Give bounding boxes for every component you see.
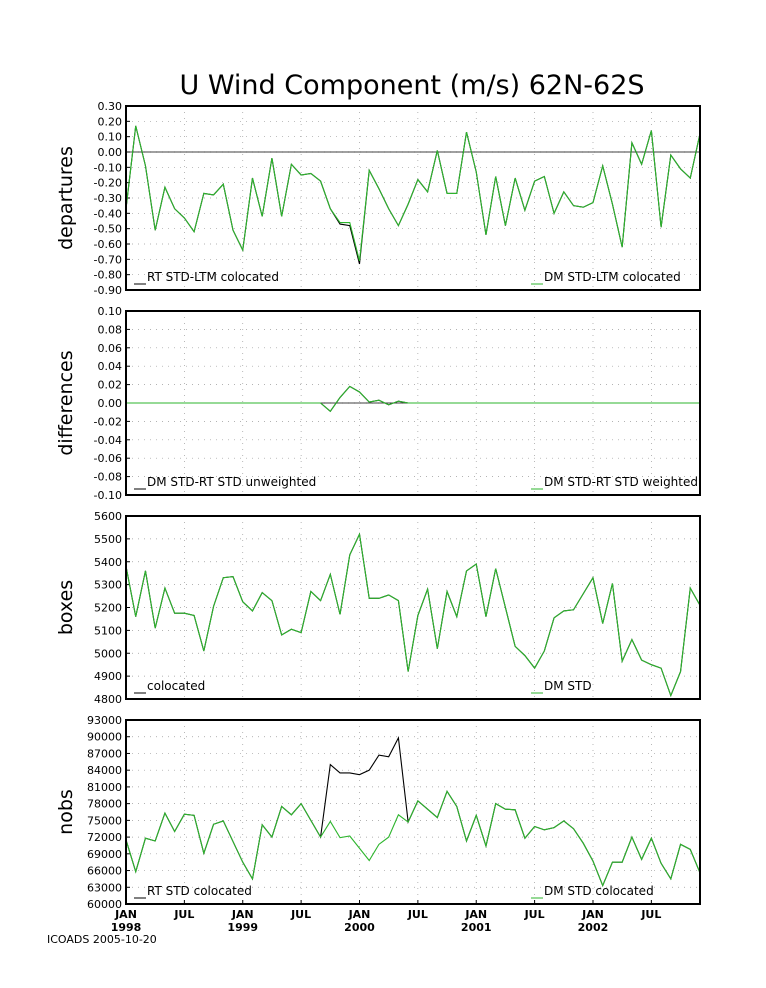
y-tick-label: 72000 xyxy=(87,831,122,844)
y-tick-label: 0.30 xyxy=(98,100,123,113)
panel-frame xyxy=(125,515,701,700)
y-tick-label: -0.70 xyxy=(94,253,122,266)
legend-label-dm: DM STD xyxy=(544,679,592,693)
y-tick-label: 75000 xyxy=(87,814,122,827)
y-tick-label: 84000 xyxy=(87,764,122,777)
y-tick-label: -0.20 xyxy=(94,177,122,190)
panel-nobs: 60000 63000 66000 69000 72000 75000 78000 81000… xyxy=(55,714,701,911)
series-line-dm xyxy=(126,385,700,413)
y-tick-label: 0.10 xyxy=(98,131,123,144)
y-tick-label: 93000 xyxy=(87,714,122,727)
x-tick-label: JAN xyxy=(114,908,137,921)
y-tick-label: 63000 xyxy=(87,881,122,894)
legend-label-dm: DM STD-LTM colocated xyxy=(544,270,681,284)
y-tick-label: -0.10 xyxy=(94,489,122,502)
y-tick-label: 5400 xyxy=(94,556,122,569)
series-line-dm xyxy=(125,532,701,698)
y-tick-label: -0.30 xyxy=(94,192,122,205)
y-tick-label: 5000 xyxy=(94,647,122,660)
x-year-label: 2002 xyxy=(578,921,609,934)
x-year-label: 1999 xyxy=(227,921,258,934)
legend-label-rt: RT STD colocated xyxy=(147,884,252,898)
y-tick-label: -0.10 xyxy=(94,161,122,174)
y-tick-label: 78000 xyxy=(87,798,122,811)
panel-frame xyxy=(125,105,701,291)
legend-label-rt: colocated xyxy=(147,679,205,693)
panel-boxes: 4800 4900 5000 5100 5200 5300 5400 5500 5600 boxe… xyxy=(55,510,701,706)
y-tick-label: 5300 xyxy=(94,579,122,592)
y-tick-label: 81000 xyxy=(87,781,122,794)
chart-title: U Wind Component (m/s) 62N-62S xyxy=(179,70,644,101)
x-tick-label: JUL xyxy=(290,908,311,921)
footer-credit: ICOADS 2005-10-20 xyxy=(47,933,157,946)
y-tick-label: 5600 xyxy=(94,510,122,523)
series-line-rt xyxy=(126,385,700,413)
y-tick-label: -0.08 xyxy=(94,471,122,484)
y-axis-label: departures xyxy=(55,146,77,250)
x-year-label: 1998 xyxy=(111,921,142,934)
y-tick-label: -0.50 xyxy=(94,223,122,236)
series-line-dm xyxy=(125,125,701,262)
y-tick-label: 87000 xyxy=(87,747,122,760)
legend-label-rt: DM STD-RT STD unweighted xyxy=(147,475,316,489)
y-tick-label: -0.80 xyxy=(94,269,122,282)
y-tick-label: -0.90 xyxy=(94,284,122,297)
y-tick-label: 0.08 xyxy=(98,323,123,336)
y-tick-label: -0.06 xyxy=(94,452,122,465)
panel-differences: -0.10 -0.08 -0.06 -0.04 -0.02 0.00 0.02 0.04 0.0… xyxy=(55,305,701,502)
y-axis-label: boxes xyxy=(55,580,77,635)
y-tick-label: 5200 xyxy=(94,602,122,615)
legend-label-rt: RT STD-LTM colocated xyxy=(147,270,279,284)
y-axis-label: differences xyxy=(55,350,77,455)
x-year-label: 2000 xyxy=(344,921,375,934)
y-tick-label: 0.20 xyxy=(98,115,123,128)
x-tick-label: JUL xyxy=(640,908,661,921)
panel-frame xyxy=(125,310,701,496)
y-tick-label: 0.00 xyxy=(98,397,123,410)
y-tick-label: 5500 xyxy=(94,533,122,546)
y-tick-label: 5100 xyxy=(94,624,122,637)
x-tick-label: JUL xyxy=(407,908,428,921)
x-tick-label: JAN xyxy=(464,908,487,921)
chart-panels: -0.90 -0.80 -0.70 -0.60 -0.50 -0.40 -0.30 -0.20… xyxy=(55,100,701,911)
y-tick-label: 0.10 xyxy=(98,305,123,318)
panel-frame xyxy=(125,719,701,905)
y-tick-label: -0.60 xyxy=(94,238,122,251)
y-tick-label: 0.02 xyxy=(98,379,123,392)
series-line-dm xyxy=(125,790,701,888)
x-tick-label: JAN xyxy=(231,908,254,921)
legend-label-dm: DM STD-RT STD weighted xyxy=(544,475,698,489)
y-tick-label: -0.02 xyxy=(94,415,122,428)
y-tick-label: -0.04 xyxy=(94,434,122,447)
x-tick-label: JAN xyxy=(348,908,371,921)
y-tick-label: 90000 xyxy=(87,731,122,744)
panel-departures: -0.90 -0.80 -0.70 -0.60 -0.50 -0.40 -0.30 -0.20… xyxy=(55,100,701,297)
x-tick-label: JAN xyxy=(581,908,604,921)
y-tick-label: 0.04 xyxy=(98,360,123,373)
y-tick-label: 0.06 xyxy=(98,342,123,355)
y-tick-label: 0.00 xyxy=(98,146,123,159)
y-tick-label: 69000 xyxy=(87,848,122,861)
y-tick-label: 66000 xyxy=(87,865,122,878)
x-year-label: 2001 xyxy=(461,921,492,934)
x-tick-label: JUL xyxy=(173,908,194,921)
x-tick-label: JUL xyxy=(524,908,545,921)
y-tick-label: 4900 xyxy=(94,670,122,683)
y-axis-label: nobs xyxy=(55,789,77,835)
legend-label-dm: DM STD colocated xyxy=(544,884,654,898)
y-tick-label: -0.40 xyxy=(94,207,122,220)
y-tick-label: 4800 xyxy=(94,693,122,706)
y-tick-label: 60000 xyxy=(87,898,122,911)
